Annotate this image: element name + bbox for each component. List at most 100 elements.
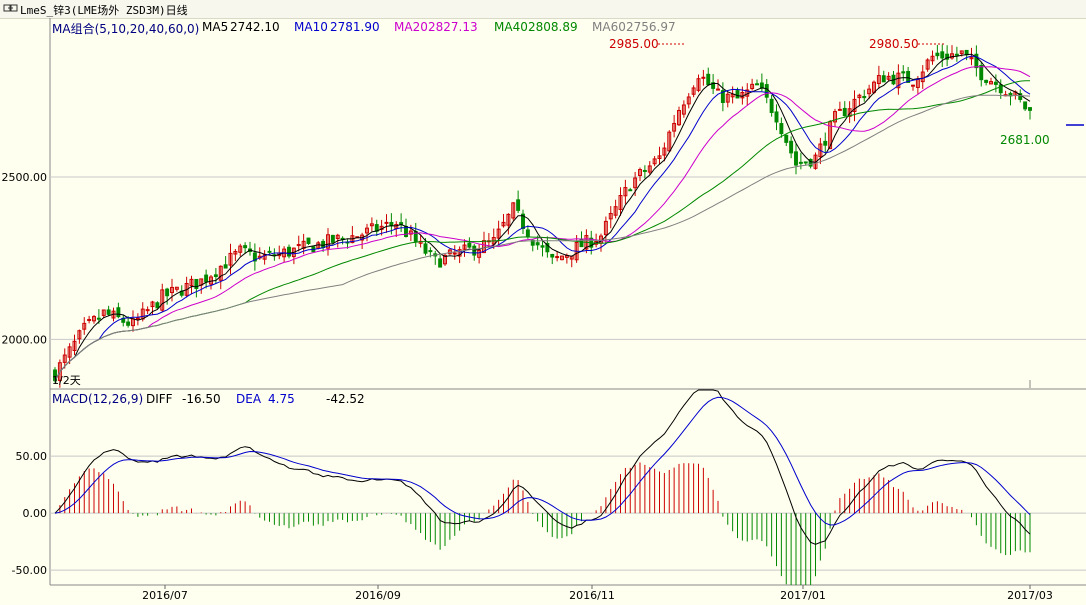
candle-body xyxy=(267,250,272,253)
candle-body xyxy=(57,362,62,381)
candle-body xyxy=(477,249,482,258)
ma20-line xyxy=(54,66,1031,381)
macd-value: -42.52 xyxy=(326,392,365,406)
candle-body xyxy=(959,50,964,55)
candle-body xyxy=(72,340,77,351)
candle-body xyxy=(365,227,369,234)
ma60-label: MA60 xyxy=(592,20,626,34)
candle-body xyxy=(842,107,847,117)
candle-body xyxy=(881,75,886,83)
candle-body xyxy=(603,220,608,236)
candle-body xyxy=(940,51,945,59)
ma5-value: 2742.10 xyxy=(230,20,280,34)
candle-body xyxy=(96,317,101,320)
candle-body xyxy=(135,317,140,320)
candle-body xyxy=(540,245,545,248)
candle-body xyxy=(82,322,87,330)
candle-body xyxy=(408,230,413,235)
candle-body xyxy=(457,249,462,257)
candle-body xyxy=(243,245,248,249)
candle-body xyxy=(652,158,657,165)
chart-frame xyxy=(49,18,1086,586)
x-tick-label: 2016/11 xyxy=(569,589,615,602)
candle-body xyxy=(496,228,501,239)
candle-body xyxy=(296,244,301,247)
candle-body xyxy=(886,75,891,80)
candles xyxy=(53,44,1032,388)
candle-body xyxy=(467,242,472,248)
dea-label: DEA xyxy=(236,392,262,406)
cursor-label: 1/2天 xyxy=(52,374,81,387)
candle-body xyxy=(716,88,720,91)
macd-y-tick: 50.00 xyxy=(16,450,48,463)
candle-body xyxy=(194,278,199,289)
candle-body xyxy=(87,319,92,322)
candle-body xyxy=(1023,101,1028,110)
candle-body xyxy=(174,286,179,290)
ma10-value: 2781.90 xyxy=(330,20,380,34)
candle-body xyxy=(784,134,789,143)
candle-body xyxy=(511,202,516,219)
candle-body xyxy=(896,72,901,89)
price-legend: MA组合(5,10,20,40,60,0) MA5 2742.10 MA10 2… xyxy=(52,20,692,36)
candle-body xyxy=(252,252,257,262)
candle-body xyxy=(321,240,326,249)
candle-body xyxy=(501,221,506,227)
ma-lines xyxy=(54,53,1031,381)
candle-body xyxy=(974,53,979,69)
candle-body xyxy=(92,316,96,322)
candle-body xyxy=(711,82,716,89)
candle-body xyxy=(613,206,618,216)
candle-body xyxy=(735,90,740,99)
candle-body xyxy=(618,195,623,210)
candle-body xyxy=(662,147,667,156)
price-y-tick: 2500.00 xyxy=(2,171,48,184)
candle-body xyxy=(925,59,930,70)
candle-body xyxy=(145,309,150,312)
candle-body xyxy=(228,252,233,266)
candle-body xyxy=(984,79,989,83)
link-icon xyxy=(3,3,19,16)
candle-body xyxy=(818,143,823,158)
macd-lines xyxy=(54,389,1031,545)
candle-body xyxy=(628,189,633,192)
candle-body xyxy=(126,321,131,326)
candle-body xyxy=(443,254,447,265)
candle-body xyxy=(213,274,218,277)
candle-body xyxy=(550,253,555,258)
candle-body xyxy=(150,301,155,308)
x-tick-label: 2016/07 xyxy=(142,589,188,602)
candle-body xyxy=(428,250,433,253)
ma5-line xyxy=(54,53,1031,381)
candle-body xyxy=(389,221,394,226)
macd-y-tick: -50.00 xyxy=(12,564,47,577)
candle-body xyxy=(301,240,306,249)
candle-body xyxy=(633,177,638,189)
candle-body xyxy=(837,108,842,111)
candle-body xyxy=(233,250,238,255)
candle-body xyxy=(833,111,837,123)
candle-body xyxy=(262,254,267,260)
candle-body xyxy=(803,161,808,164)
dea-value: 4.75 xyxy=(268,392,295,406)
candle-body xyxy=(101,309,106,316)
dea-line xyxy=(54,396,1031,526)
candle-body xyxy=(506,213,511,226)
candle-body xyxy=(979,65,984,81)
candle-body xyxy=(954,53,959,56)
candle-body xyxy=(998,84,1003,94)
candle-body xyxy=(170,286,174,294)
candle-body xyxy=(608,212,613,220)
candle-body xyxy=(696,78,701,91)
candle-body xyxy=(330,234,335,243)
candle-body xyxy=(160,289,165,311)
candle-body xyxy=(638,169,642,177)
macd-label: MACD(12,26,9) xyxy=(52,392,144,406)
x-tick-label: 2017/01 xyxy=(780,589,826,602)
ma60-line xyxy=(54,94,1031,381)
candle-body xyxy=(989,81,993,85)
candle-body xyxy=(911,84,915,87)
candle-body xyxy=(706,73,711,86)
